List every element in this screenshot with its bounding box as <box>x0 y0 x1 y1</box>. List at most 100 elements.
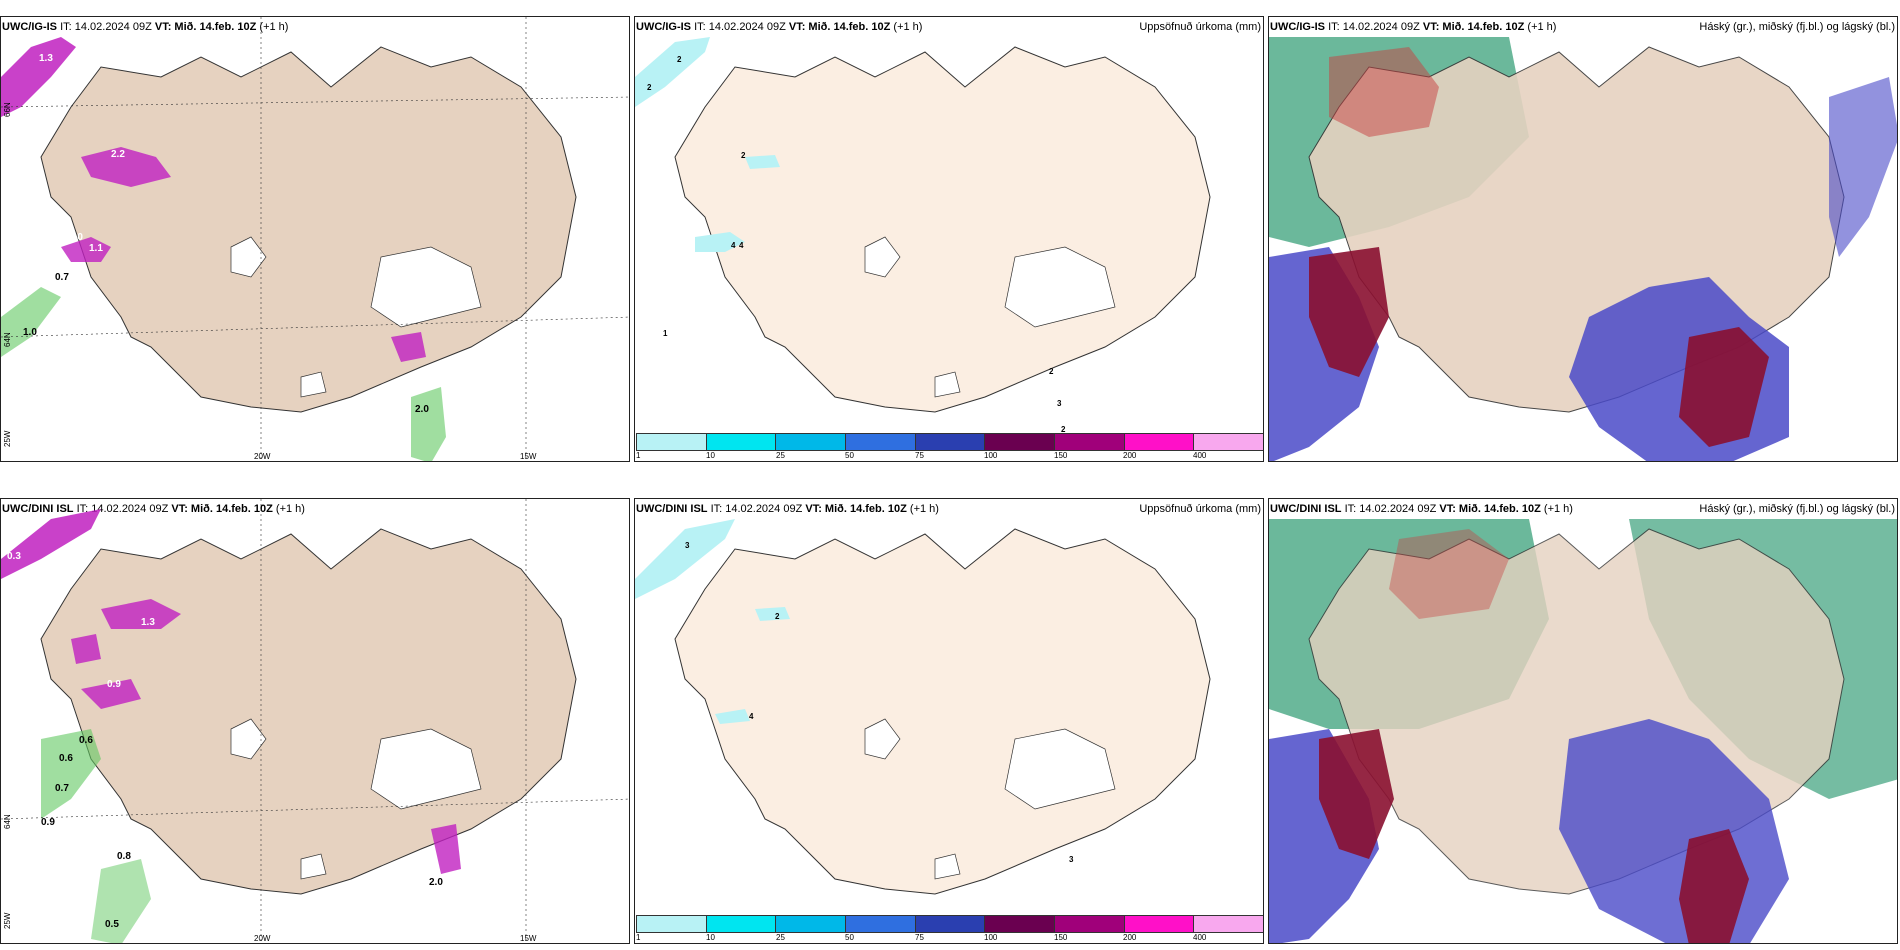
colorbar-tick: 50 <box>845 451 854 460</box>
precip-value: 4 <box>739 241 744 250</box>
wind-map-header: UWC/DINI ISL IT: 14.02.2024 09Z VT: Mið.… <box>2 503 305 515</box>
colorbar-cell <box>1124 434 1195 450</box>
precip-colorbar <box>636 915 1263 933</box>
wind-value: 2.2 <box>111 149 125 160</box>
wind-value: 0.9 <box>41 817 55 828</box>
wind-value: 1.0 <box>23 327 37 338</box>
colorbar-cell <box>776 916 847 932</box>
wind-value: 0.7 <box>55 783 69 794</box>
colorbar-tick: 1 <box>636 933 641 942</box>
colorbar-tick: 200 <box>1123 933 1137 942</box>
wind-value: 0.7 <box>55 272 69 283</box>
wind-map-top <box>1 17 629 461</box>
colorbar-tick: 400 <box>1193 451 1207 460</box>
colorbar-tick: 75 <box>915 451 924 460</box>
wind-value: 1.3 <box>39 53 53 64</box>
colorbar-cell <box>776 434 847 450</box>
colorbar-tick: 75 <box>915 933 924 942</box>
colorbar-tick: 150 <box>1054 451 1068 460</box>
lat-label: 25W <box>3 430 12 447</box>
colorbar-cell <box>706 916 777 932</box>
precip-value: 2 <box>647 83 652 92</box>
precip-value: 2 <box>775 612 780 621</box>
colorbar-cell <box>846 434 916 450</box>
wind-value: 2.0 <box>429 877 443 888</box>
colorbar-tick: 25 <box>776 933 785 942</box>
precip-value: 4 <box>749 712 754 721</box>
colorbar-tick: 400 <box>1193 933 1207 942</box>
colorbar-cell <box>1194 916 1263 932</box>
colorbar-cell <box>706 434 777 450</box>
colorbar-cell <box>915 916 986 932</box>
colorbar-cell <box>1055 916 1125 932</box>
wind-value: 0.6 <box>79 735 93 746</box>
wind-value: 1.1 <box>89 243 103 254</box>
colorbar-tick: 1 <box>636 451 641 460</box>
precip-value: 2 <box>1061 425 1066 434</box>
cloud-map-header: UWC/IG-IS IT: 14.02.2024 09Z VT: Mið. 14… <box>1270 21 1557 33</box>
colorbar-cell <box>1055 434 1125 450</box>
lat-label: 64N <box>3 332 12 347</box>
wind-map-bottom <box>1 499 629 943</box>
colorbar-cell <box>1124 916 1195 932</box>
precip-value: 2 <box>741 151 746 160</box>
lon-label: 20W <box>254 934 271 943</box>
precip-title: Uppsöfnuð úrkoma (mm) <box>1139 21 1261 33</box>
precip-value: 1 <box>663 329 668 338</box>
wind-value: 1.3 <box>141 617 155 628</box>
colorbar-tick: 100 <box>984 933 998 942</box>
precip-map-header: UWC/DINI ISL IT: 14.02.2024 09Z VT: Mið.… <box>636 503 939 515</box>
cloud-map-top <box>1269 37 1897 461</box>
lat-label: 25W <box>3 912 12 929</box>
precip-value: 3 <box>1057 399 1062 408</box>
wind-value: 0.3 <box>7 551 21 562</box>
precip-map-bottom <box>635 519 1211 895</box>
precip-value: 2 <box>677 55 682 64</box>
wind-map-header: UWC/IG-IS IT: 14.02.2024 09Z VT: Mið. 14… <box>2 21 289 33</box>
colorbar-tick: 25 <box>776 451 785 460</box>
precip-value: 3 <box>1069 855 1074 864</box>
colorbar-tick: 200 <box>1123 451 1137 460</box>
wind-value: 0.9 <box>107 679 121 690</box>
precip-map-header: UWC/IG-IS IT: 14.02.2024 09Z VT: Mið. 14… <box>636 21 923 33</box>
cloud-map-panel-bottom: UWC/DINI ISL IT: 14.02.2024 09Z VT: Mið.… <box>1268 498 1898 944</box>
colorbar-cell <box>1194 434 1263 450</box>
precip-map-top <box>635 37 1211 413</box>
colorbar-tick: 150 <box>1054 933 1068 942</box>
cloud-title: Háský (gr.), miðský (fj.bl.) og lágský (… <box>1699 503 1895 515</box>
colorbar-tick: 10 <box>706 933 715 942</box>
precip-map-panel-bottom: UWC/DINI ISL IT: 14.02.2024 09Z VT: Mið.… <box>634 498 1264 944</box>
precip-map-panel-top: UWC/IG-IS IT: 14.02.2024 09Z VT: Mið. 14… <box>634 16 1264 462</box>
colorbar-cell <box>985 434 1056 450</box>
lat-label: 64N <box>3 814 12 829</box>
wind-map-panel-bottom: UWC/DINI ISL IT: 14.02.2024 09Z VT: Mið.… <box>0 498 630 944</box>
colorbar-cell <box>915 434 986 450</box>
wind-value: 0.8 <box>117 851 131 862</box>
wind-value: 0.5 <box>105 919 119 930</box>
precip-title: Uppsöfnuð úrkoma (mm) <box>1139 503 1261 515</box>
colorbar-cell <box>637 434 707 450</box>
cloud-map-header: UWC/DINI ISL IT: 14.02.2024 09Z VT: Mið.… <box>1270 503 1573 515</box>
colorbar-cell <box>846 916 916 932</box>
precip-colorbar <box>636 433 1263 451</box>
colorbar-tick: 50 <box>845 933 854 942</box>
colorbar-cell <box>985 916 1056 932</box>
wind-value: 0.0 <box>69 232 83 243</box>
precip-value: 4 <box>731 241 736 250</box>
colorbar-ticks: 1 10 25 50 75 100 150 200 400 <box>636 451 1262 461</box>
colorbar-tick: 100 <box>984 451 998 460</box>
colorbar-cell <box>637 916 707 932</box>
colorbar-tick: 10 <box>706 451 715 460</box>
lon-label: 15W <box>520 452 537 461</box>
lon-label: 20W <box>254 452 271 461</box>
wind-map-panel-top: UWC/IG-IS IT: 14.02.2024 09Z VT: Mið. 14… <box>0 16 630 462</box>
cloud-map-panel-top: UWC/IG-IS IT: 14.02.2024 09Z VT: Mið. 14… <box>1268 16 1898 462</box>
lon-label: 15W <box>520 934 537 943</box>
wind-value: 2.0 <box>415 404 429 415</box>
colorbar-ticks: 1 10 25 50 75 100 150 200 400 <box>636 933 1262 943</box>
cloud-map-bottom <box>1269 519 1897 943</box>
precip-value: 2 <box>1049 367 1054 376</box>
lat-label: 66N <box>3 102 12 117</box>
wind-value: 0.6 <box>59 753 73 764</box>
precip-value: 3 <box>685 541 690 550</box>
